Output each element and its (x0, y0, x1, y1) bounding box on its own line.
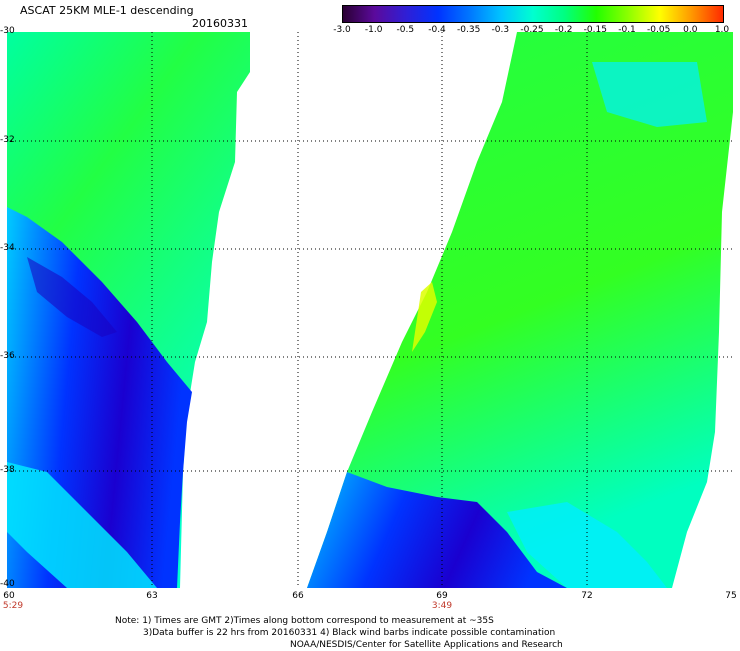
right-swath-blue-band (307, 472, 567, 588)
colorbar-tick-label: 1.0 (714, 25, 730, 35)
lon-label: 72 (581, 591, 593, 601)
lon-label: 69 (436, 591, 448, 601)
colorbar (342, 5, 724, 23)
right-swath-cyan-patch (592, 62, 707, 127)
gridlines (7, 32, 733, 588)
lat-label: -36 (0, 351, 15, 361)
colorbar-gradient (343, 6, 723, 22)
lat-label: -32 (0, 135, 15, 145)
time-label: 5:29 (2, 601, 24, 611)
lon-label: 60 (3, 591, 15, 601)
left-swath-deep-core (27, 257, 117, 337)
colorbar-tick-label: -0.05 (647, 25, 671, 35)
lat-label: -30 (0, 26, 15, 36)
right-swath (307, 32, 733, 588)
lon-label: 63 (146, 591, 158, 601)
swath-map (7, 32, 733, 588)
colorbar-tick-label: -0.35 (457, 25, 481, 35)
footnote-line: Note: 1) Times are GMT 2)Times along bot… (115, 616, 494, 626)
colorbar-tick-label: -0.15 (583, 25, 607, 35)
colorbar-ticks: -3.0 -1.0 -0.5 -0.4 -0.35 -0.3 -0.25 -0.2 -0.15 -… (330, 25, 730, 37)
footnote-line: 3)Data buffer is 22 hrs from 20160331 4)… (143, 628, 556, 638)
lon-label: 66 (292, 591, 304, 601)
right-swath-yellow (412, 282, 437, 352)
colorbar-tick-label: -3.0 (333, 25, 351, 35)
lat-label: -34 (0, 243, 15, 253)
lon-label: 75 (725, 591, 737, 601)
lat-label: -38 (0, 465, 15, 475)
colorbar-tick-label: -0.5 (396, 25, 415, 35)
map-title: ASCAT 25KM MLE-1 descending (20, 4, 194, 17)
left-swath-cyan-strip (7, 462, 157, 588)
colorbar-tick-label: -1.0 (364, 25, 383, 35)
colorbar-tick-label: -0.1 (618, 25, 636, 35)
colorbar-tick-label: -0.2 (554, 25, 573, 35)
lat-label: -40 (0, 579, 15, 589)
colorbar-tick-label: -0.3 (491, 25, 510, 35)
colorbar-tick-label: 0.0 (683, 25, 698, 35)
colorbar-tick-label: -0.25 (520, 25, 544, 35)
footnote-line: NOAA/NESDIS/Center for Satellite Applica… (290, 640, 563, 650)
map-date: 20160331 (192, 17, 248, 30)
footnote: Note: 1) Times are GMT 2)Times along bot… (115, 615, 563, 651)
time-label: 3:49 (431, 601, 453, 611)
colorbar-tick-label: -0.4 (428, 25, 446, 35)
